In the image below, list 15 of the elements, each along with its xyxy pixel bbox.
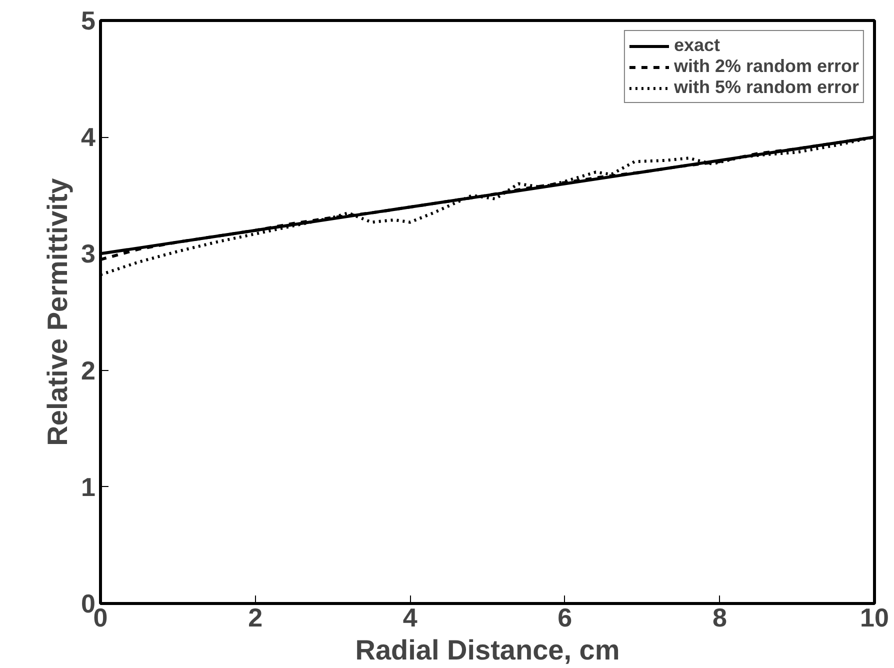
y-tick-label: 5 [81,6,96,36]
legend-label: exact [674,35,720,56]
y-tick-label: 4 [81,122,96,152]
y-tick-label: 1 [81,472,96,502]
legend-label: with 2% random error [674,56,859,77]
x-axis-title: Radial Distance, cm [355,634,620,666]
x-tick-label: 10 [860,602,889,632]
y-tick-label: 3 [81,238,96,269]
x-tick-label: 2 [248,602,263,632]
x-tick-label: 4 [402,602,418,632]
y-tick-label: 2 [81,355,96,386]
y-axis-title: Relative Permittivity [42,178,74,446]
x-tick-label: 8 [712,602,727,632]
legend-label: with 5% random error [674,77,859,98]
x-tick-label: 6 [558,602,572,632]
